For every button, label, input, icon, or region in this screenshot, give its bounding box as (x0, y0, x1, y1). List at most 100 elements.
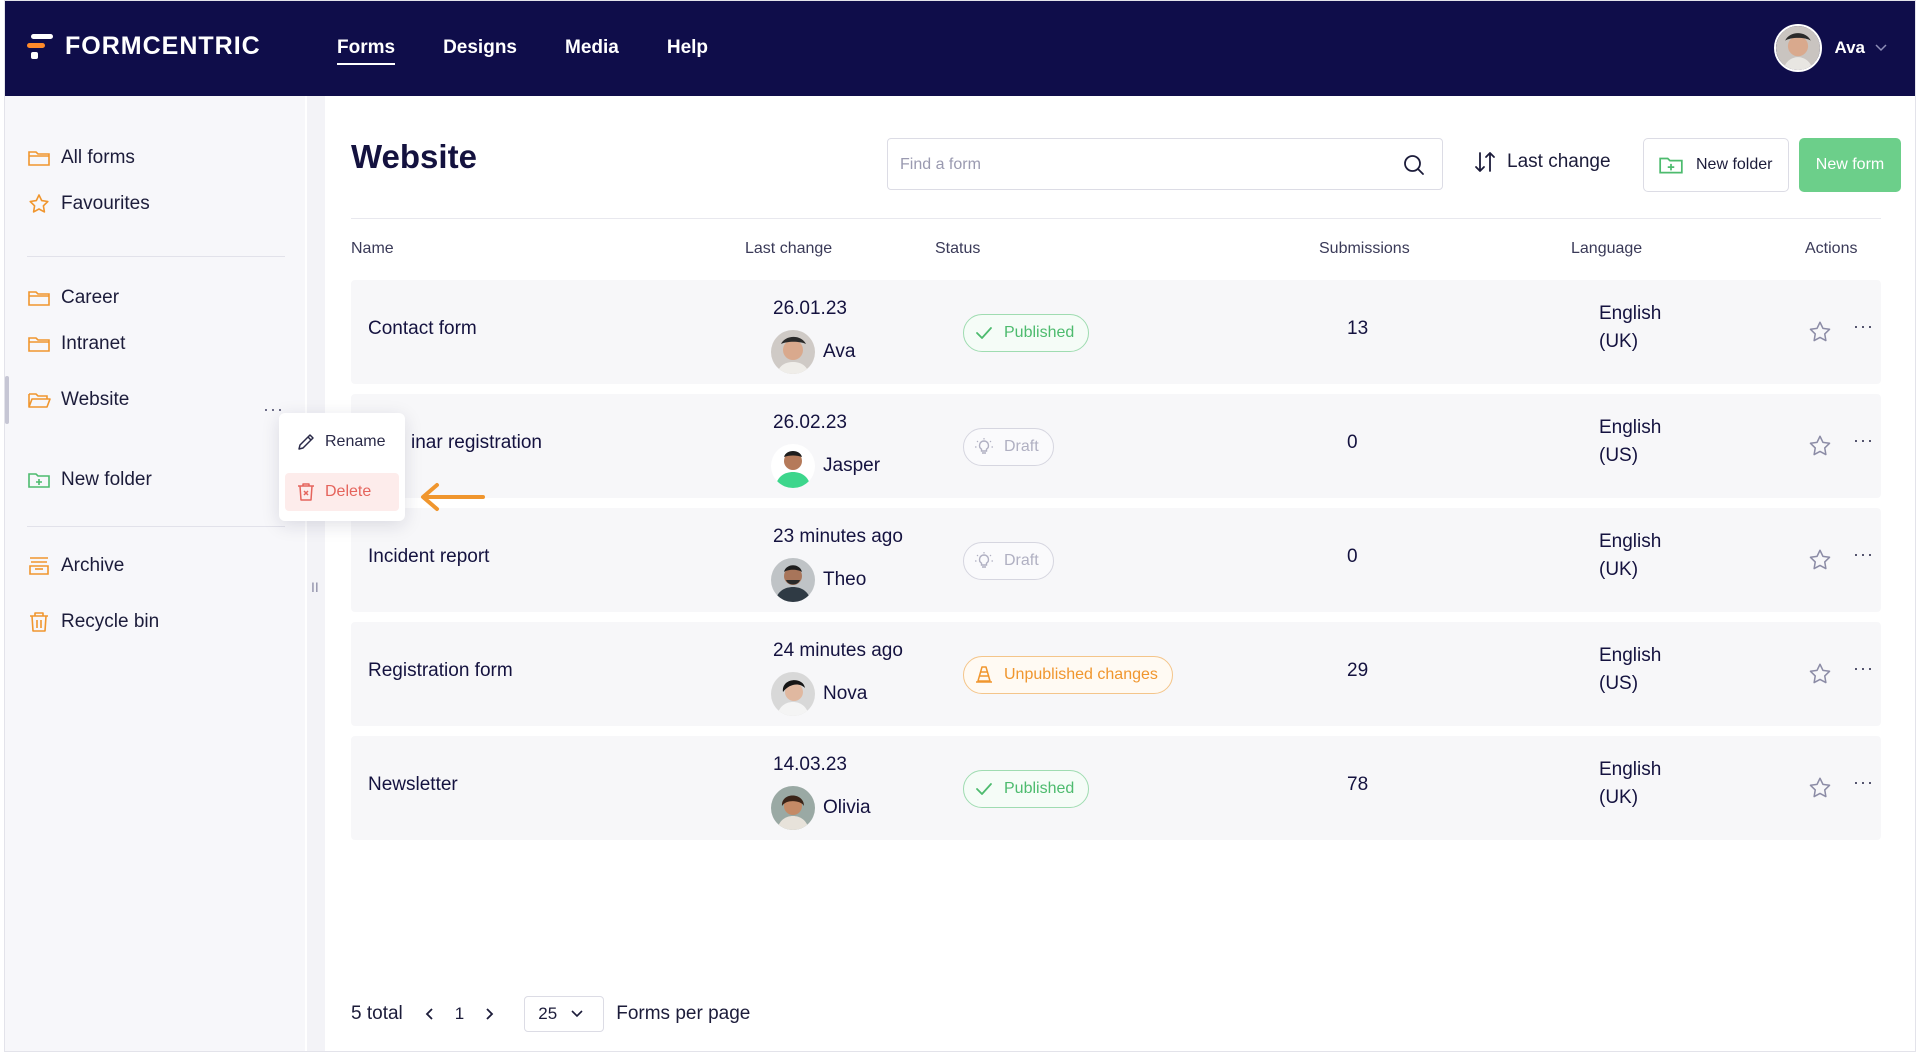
language-region: (US) (1599, 673, 1639, 694)
sidebar-item-new-folder[interactable]: New folder (27, 464, 152, 496)
column-header-actions: Actions (1805, 240, 1858, 257)
nav-designs[interactable]: Designs (443, 37, 517, 58)
row-actions-button[interactable]: ··· (1853, 316, 1874, 336)
header-divider (351, 218, 1881, 219)
sidebar-resize-bar[interactable] (307, 96, 325, 1051)
app-window: FORMCENTRIC Forms Designs Media Help Ava… (4, 0, 1916, 1052)
editor: Nova (771, 672, 867, 716)
sidebar-divider-1 (27, 256, 285, 257)
column-header-status[interactable]: Status (935, 240, 981, 257)
last-change-date: 26.01.23 (773, 298, 847, 319)
current-page[interactable]: 1 (454, 1004, 465, 1023)
table-row[interactable]: Contact form 26.01.23 Ava Published 13 E… (351, 280, 1881, 384)
archive-icon (29, 557, 49, 575)
editor: Theo (771, 558, 866, 602)
main-content: Website Last change New folder New form … (325, 96, 1915, 1051)
table-row[interactable]: Incident report 23 minutes ago Theo Draf… (351, 508, 1881, 612)
brand-logo[interactable]: FORMCENTRIC (27, 31, 261, 61)
collapse-handle[interactable]: II (311, 579, 319, 595)
form-name[interactable]: Contact form (368, 318, 477, 339)
new-folder-button[interactable]: New folder (1643, 138, 1789, 192)
per-page-value: 25 (538, 1004, 558, 1023)
favourite-star-icon[interactable] (1807, 661, 1833, 687)
delete-menu-item[interactable]: Delete (285, 473, 399, 511)
sidebar-item-career[interactable]: Career (27, 282, 119, 314)
language-region: (US) (1599, 445, 1639, 466)
page-title: Website (351, 138, 477, 175)
sidebar-item-archive[interactable]: Archive (27, 550, 124, 582)
last-change-date: 14.03.23 (773, 754, 847, 775)
status-badge: Published (963, 314, 1090, 352)
favourite-star-icon[interactable] (1807, 547, 1833, 573)
sort-button[interactable]: Last change (1473, 150, 1611, 174)
avatar (771, 444, 815, 488)
search-icon[interactable] (1402, 153, 1426, 177)
column-header-language[interactable]: Language (1571, 240, 1643, 257)
editor-name: Theo (823, 569, 867, 590)
row-actions-button[interactable]: ··· (1853, 658, 1874, 678)
folder-icon (28, 337, 50, 352)
editor-name: Jasper (823, 455, 881, 476)
editor: Jasper (771, 444, 880, 488)
main-nav: Forms Designs Media Help (337, 37, 708, 65)
rename-label: Rename (325, 433, 386, 450)
favourite-star-icon[interactable] (1807, 775, 1833, 801)
favourite-star-icon[interactable] (1807, 433, 1833, 459)
last-change-date: 24 minutes ago (773, 640, 903, 661)
new-form-button[interactable]: New form (1799, 138, 1901, 192)
search-box (887, 138, 1443, 190)
folder-more-button[interactable]: ··· (263, 399, 284, 419)
submissions-count: 0 (1347, 546, 1358, 567)
search-input[interactable] (900, 153, 1380, 177)
top-navigation-bar: FORMCENTRIC Forms Designs Media Help Ava (5, 1, 1915, 96)
status-badge: Unpublished changes (963, 656, 1173, 694)
submissions-count: 13 (1347, 318, 1369, 339)
column-header-last-change[interactable]: Last change (745, 240, 833, 257)
table-row[interactable]: Newsletter 14.03.23 Olivia Published 78 … (351, 736, 1881, 840)
row-actions-button[interactable]: ··· (1853, 430, 1874, 450)
brand-mark-icon (27, 31, 53, 61)
sidebar-item-intranet[interactable]: Intranet (27, 328, 125, 360)
row-actions-button[interactable]: ··· (1853, 772, 1874, 792)
form-name[interactable]: inar registration (411, 432, 542, 453)
lightbulb-icon (975, 552, 993, 568)
chevron-down-icon (571, 1010, 583, 1018)
rename-menu-item[interactable]: Rename (285, 423, 399, 461)
row-actions-button[interactable]: ··· (1853, 544, 1874, 564)
table-row[interactable]: inar registration 26.02.23 Jasper Draft … (351, 394, 1881, 498)
user-menu[interactable]: Ava (1774, 24, 1887, 72)
language-name: English (1599, 303, 1662, 324)
check-icon (976, 783, 992, 795)
column-header-submissions[interactable]: Submissions (1319, 240, 1410, 257)
avatar (771, 558, 815, 602)
favourite-star-icon[interactable] (1807, 319, 1833, 345)
form-name[interactable]: Newsletter (368, 774, 458, 795)
traffic-cone-icon (976, 666, 992, 683)
status-label: Draft (1004, 438, 1039, 455)
pagination: 5 total 1 25 Forms per page (351, 996, 750, 1032)
nav-media[interactable]: Media (565, 37, 619, 58)
avatar (771, 330, 815, 374)
editor-name: Nova (823, 683, 868, 704)
pencil-icon (298, 434, 314, 450)
submissions-count: 29 (1347, 660, 1369, 681)
sidebar-item-favourites[interactable]: Favourites (27, 188, 150, 220)
arrow-left-icon (421, 483, 485, 511)
form-name[interactable]: Registration form (368, 660, 513, 681)
nav-forms[interactable]: Forms (337, 37, 396, 65)
folder-plus-icon (28, 473, 50, 488)
sidebar-item-all-forms[interactable]: All forms (27, 142, 135, 174)
chevron-left-icon[interactable] (423, 1007, 437, 1021)
folder-icon (28, 291, 50, 306)
sidebar-item-website[interactable]: Website (5, 376, 129, 424)
sidebar-item-recycle-bin[interactable]: Recycle bin (27, 606, 159, 638)
chevron-right-icon[interactable] (482, 1007, 496, 1021)
column-header-name[interactable]: Name (351, 240, 394, 257)
per-page-select[interactable]: 25 (524, 996, 605, 1032)
form-name[interactable]: Incident report (368, 546, 490, 567)
table-row[interactable]: Registration form 24 minutes ago Nova Un… (351, 622, 1881, 726)
language-region: (UK) (1599, 559, 1639, 580)
language: English (UK) (1599, 528, 1661, 584)
nav-help[interactable]: Help (666, 37, 709, 58)
sidebar-divider-2 (27, 526, 285, 527)
